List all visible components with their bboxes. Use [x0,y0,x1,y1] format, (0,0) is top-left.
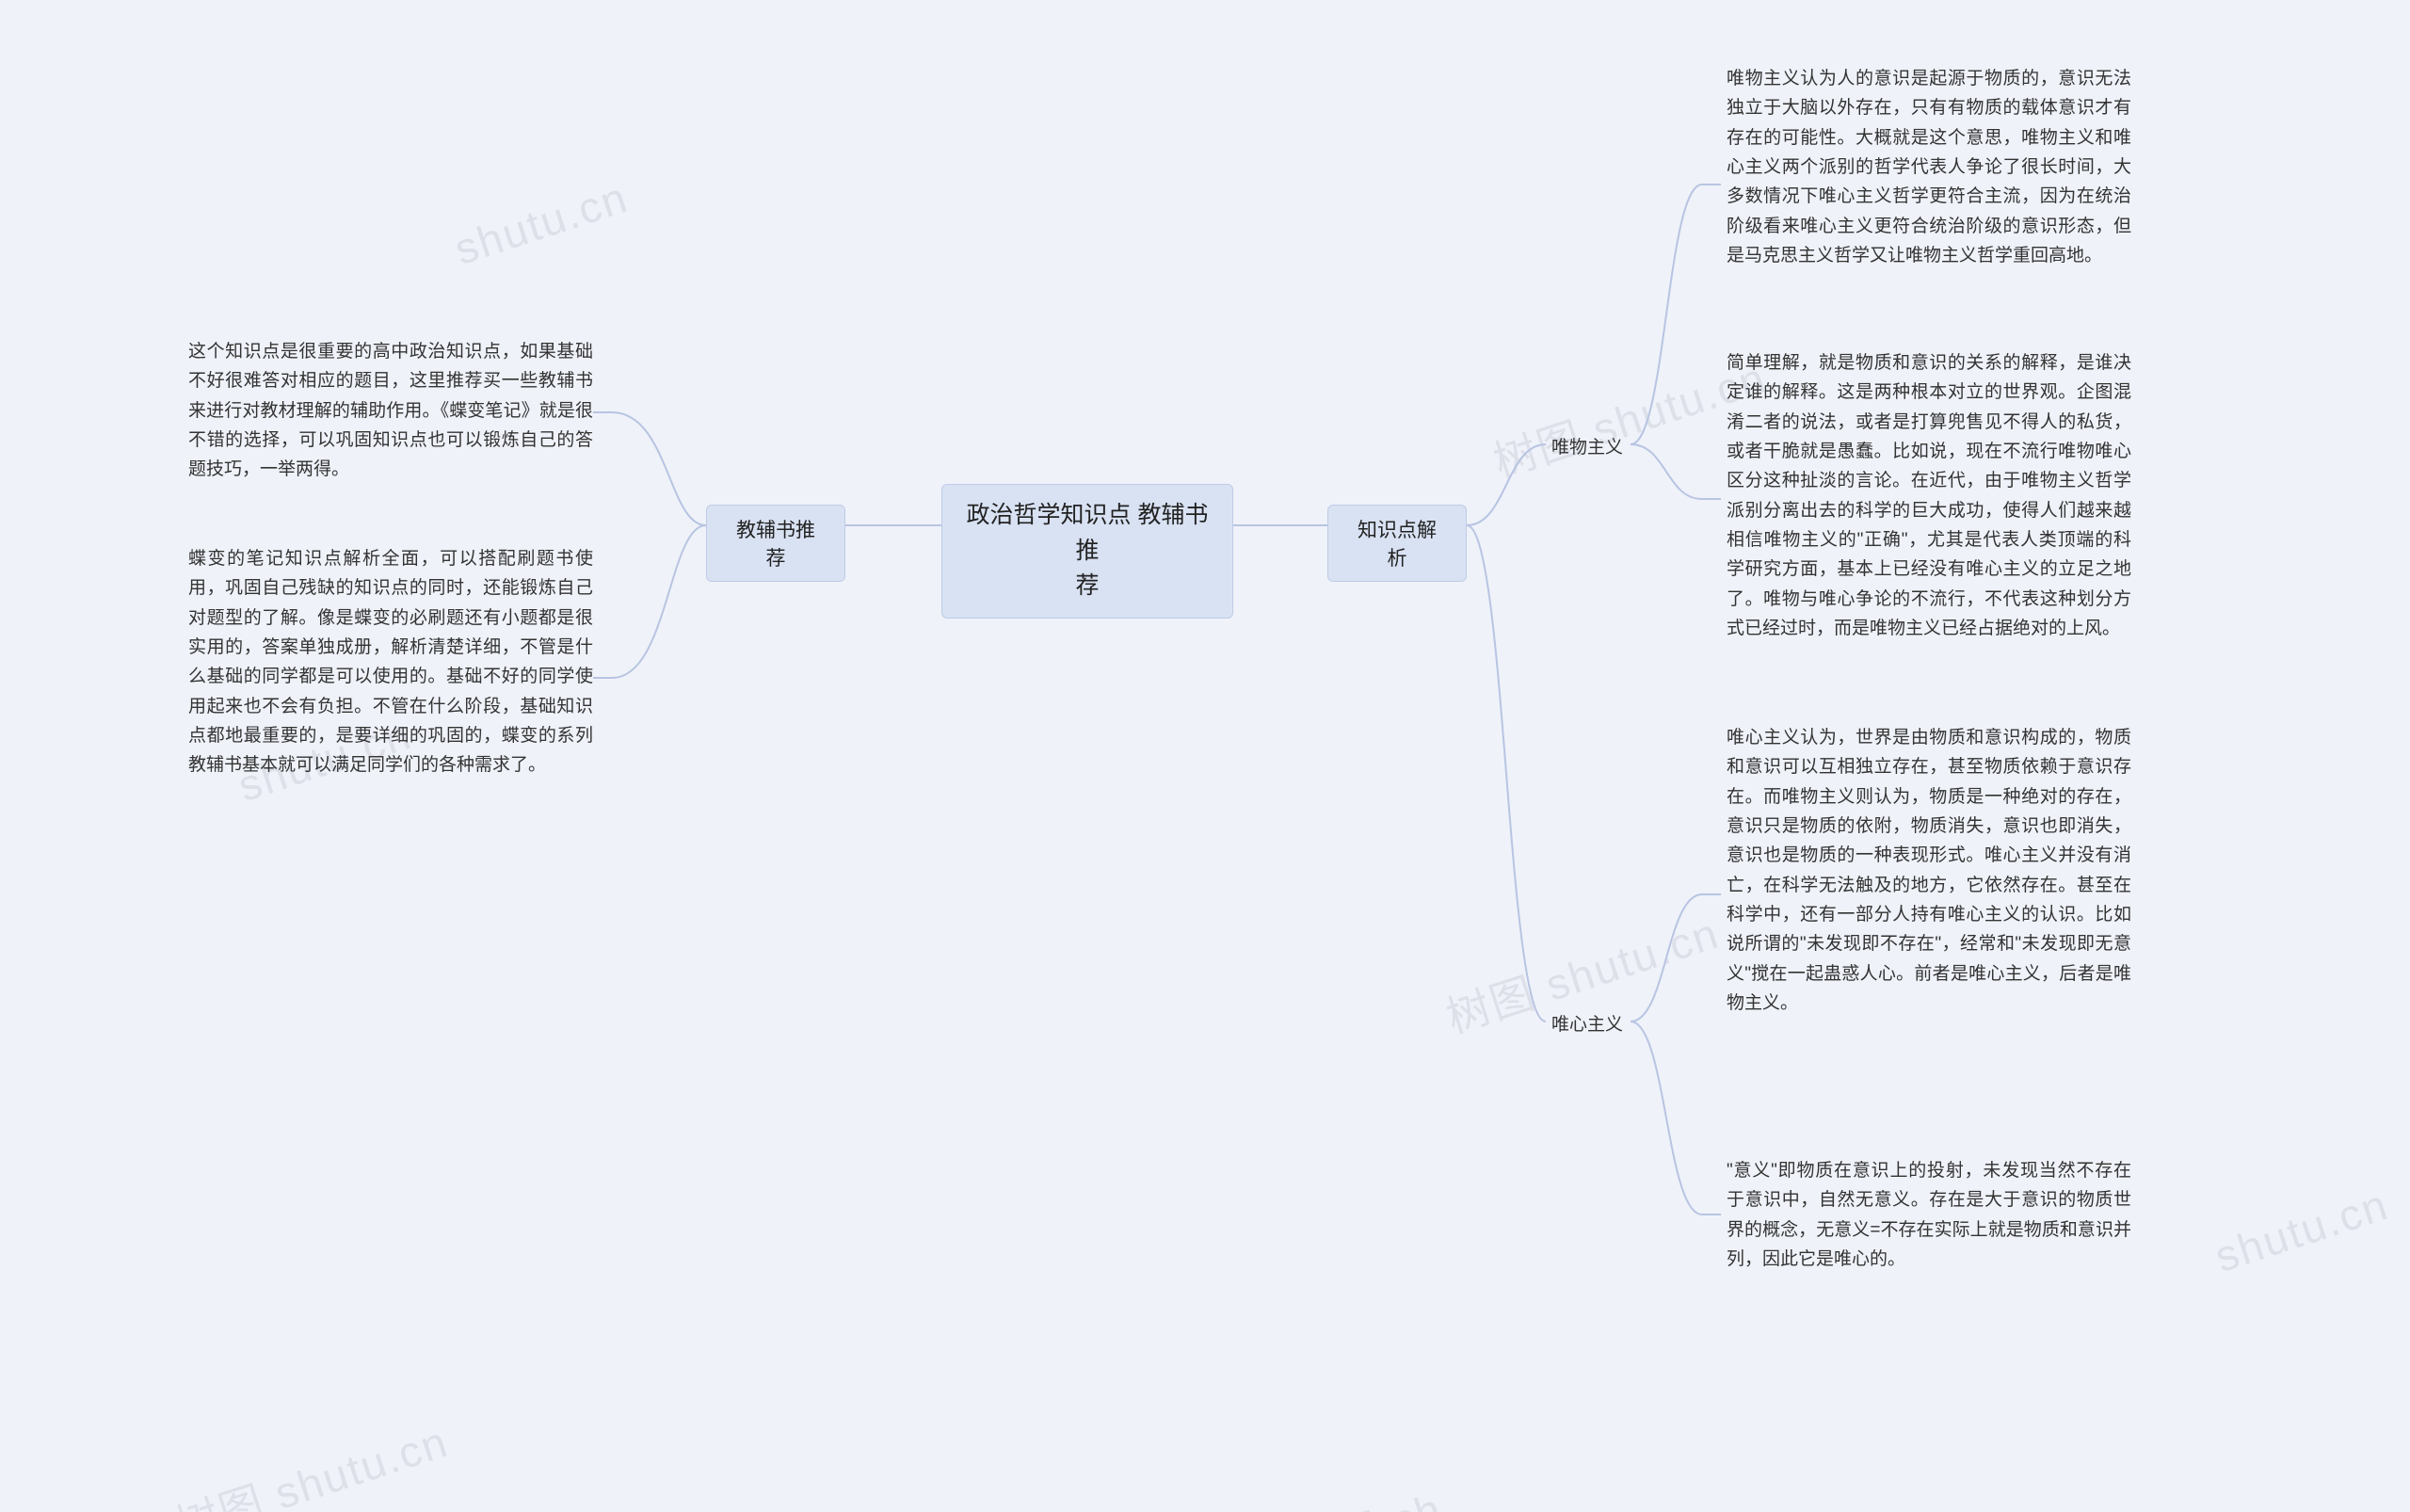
center-title-line1: 政治哲学知识点 教辅书推 [967,502,1209,564]
sub-label-materialism: 唯物主义 [1551,433,1623,458]
idealism-leaf-1: 唯心主义认为，世界是由物质和意识构成的，物质和意识可以互相独立存在，甚至物质依赖… [1727,723,2131,1018]
branch-right: 知识点解析 [1327,505,1467,582]
watermark: 树图 sh [1284,1474,1450,1512]
center-title-line2: 荐 [1075,572,1099,599]
left-leaf-2: 蝶变的笔记知识点解析全面，可以搭配刷题书使用，巩固自己残缺的知识点的同时，还能锻… [188,544,593,780]
sub-label-idealism: 唯心主义 [1551,1010,1623,1036]
watermark: shutu.cn [2209,1179,2394,1282]
watermark: 树图 shutu.cn [167,1407,455,1512]
branch-left-label: 教辅书推荐 [728,515,824,571]
left-leaf-1: 这个知识点是很重要的高中政治知识点，如果基础不好很难答对相应的题目，这里推荐买一… [188,337,593,485]
branch-right-label: 知识点解析 [1349,515,1445,571]
materialism-leaf-1: 唯物主义认为人的意识是起源于物质的，意识无法独立于大脑以外存在，只有有物质的载体… [1727,64,2131,270]
center-node: 政治哲学知识点 教辅书推 荐 [941,484,1233,619]
idealism-leaf-2: "意义"即物质在意识上的投射，未发现当然不存在于意识中，自然无意义。存在是大于意… [1727,1156,2131,1274]
watermark: shutu.cn [448,171,634,275]
branch-left: 教辅书推荐 [706,505,845,582]
materialism-leaf-2: 简单理解，就是物质和意识的关系的解释，是谁决定谁的解释。这是两种根本对立的世界观… [1727,348,2131,643]
